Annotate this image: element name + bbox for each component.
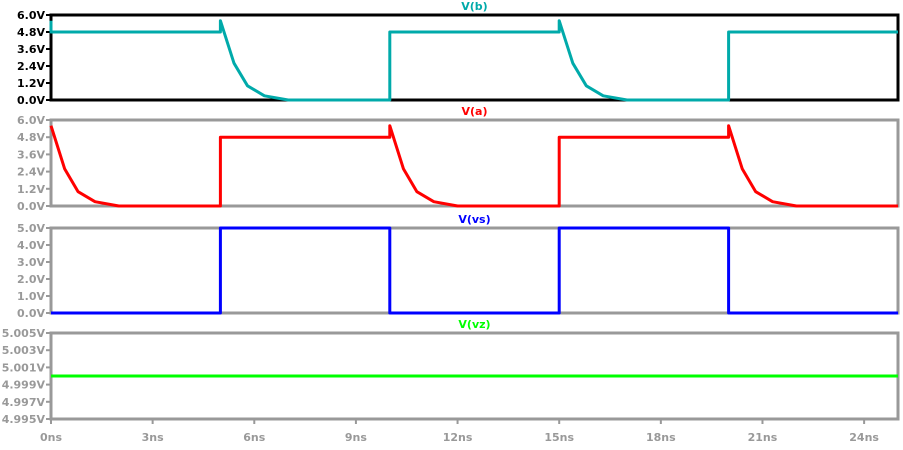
- y-tick-label: 1.0V: [17, 290, 45, 303]
- y-tick-label: 0.0V: [17, 307, 45, 320]
- y-tick-label: 2.4V: [17, 166, 45, 179]
- pane-va[interactable]: 6.0V 4.8V 3.6V 2.4V 1.2V 0.0V V(a): [17, 105, 900, 213]
- x-tick-label: 9ns: [345, 431, 367, 444]
- trace-label[interactable]: V(b): [461, 0, 487, 13]
- y-tick-label: 5.005V: [2, 327, 46, 340]
- pane-vvz[interactable]: 5.005V 5.003V 5.001V 4.999V 4.997V 4.995V 0ns 3…: [2, 318, 900, 444]
- pane-vb[interactable]: 6.0V 4.8V 3.6V 2.4V 1.2V 0.0V V(b): [17, 0, 900, 107]
- y-tick-label: 4.995V: [2, 413, 46, 426]
- x-tick-label: 24ns: [849, 431, 879, 444]
- y-tick-label: 5.003V: [2, 344, 46, 357]
- pane-frame: [49, 226, 900, 315]
- trace-line: [49, 124, 898, 208]
- pane-frame: [49, 118, 900, 208]
- x-tick-label: 6ns: [243, 431, 265, 444]
- y-tick-label: 6.0V: [17, 114, 45, 127]
- y-tick-label: 3.0V: [17, 256, 45, 269]
- pane-vvs[interactable]: 5.0V 4.0V 3.0V 2.0V 1.0V 0.0V V(vs): [17, 213, 900, 320]
- y-tick-label: 4.0V: [17, 239, 45, 252]
- y-tick-label: 0.0V: [17, 200, 45, 213]
- y-tick-label: 4.997V: [2, 396, 46, 409]
- y-tick-label: 4.999V: [2, 379, 46, 392]
- x-tick-label: 18ns: [646, 431, 676, 444]
- y-tick-label: 2.4V: [17, 60, 45, 73]
- x-tick-label: 12ns: [443, 431, 473, 444]
- trace-line: [51, 226, 898, 315]
- x-tick-label: 3ns: [142, 431, 164, 444]
- y-tick-label: 3.6V: [17, 148, 45, 161]
- trace-label[interactable]: V(vs): [458, 213, 490, 226]
- trace-line: [49, 19, 898, 102]
- trace-label[interactable]: V(a): [462, 105, 488, 118]
- y-tick-label: 1.2V: [17, 77, 45, 90]
- y-tick-label: 4.8V: [17, 131, 45, 144]
- y-tick-label: 0.0V: [17, 94, 45, 107]
- x-tick-label: 0ns: [40, 431, 62, 444]
- x-tick-label: 21ns: [748, 431, 778, 444]
- y-tick-label: 3.6V: [17, 43, 45, 56]
- y-tick-label: 2.0V: [17, 273, 45, 286]
- y-tick-label: 5.0V: [17, 222, 45, 235]
- y-tick-label: 6.0V: [17, 9, 45, 22]
- x-tick-label: 15ns: [544, 431, 574, 444]
- pane-frame: [49, 13, 900, 102]
- trace-label[interactable]: V(vz): [458, 318, 490, 331]
- y-tick-label: 4.8V: [17, 26, 45, 39]
- y-tick-label: 5.001V: [2, 361, 46, 374]
- y-tick-label: 1.2V: [17, 183, 45, 196]
